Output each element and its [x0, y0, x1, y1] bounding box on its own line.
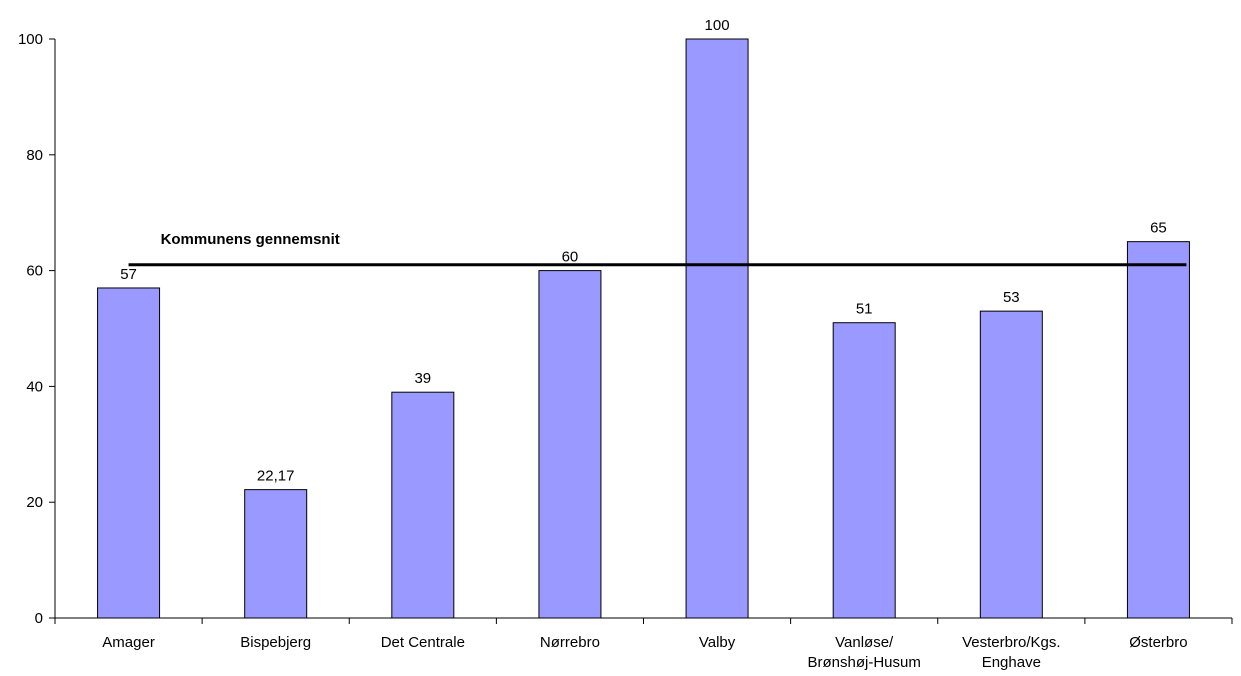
y-tick-label: 0: [35, 610, 43, 627]
y-tick-label: 60: [26, 263, 43, 280]
bar: [391, 391, 455, 619]
category-label: Nørrebro: [540, 634, 600, 651]
data-label: 22,17: [257, 468, 295, 485]
data-label: 100: [705, 17, 730, 34]
y-tick-label: 20: [26, 494, 43, 511]
average-line-label: Kommunens gennemsnit: [161, 231, 340, 248]
category-label: Enghave: [982, 654, 1041, 671]
bars: [97, 38, 1190, 619]
data-labels: 57 22,17 39 60 100 51 53 65: [120, 17, 1167, 485]
category-label: Vanløse/: [835, 634, 894, 651]
category-label: Brønshøj-Husum: [808, 654, 921, 671]
bar: [97, 287, 161, 619]
data-label: 53: [1003, 289, 1020, 306]
bar: [979, 310, 1043, 619]
data-label: 65: [1150, 220, 1167, 237]
category-label: Bispebjerg: [240, 634, 311, 651]
bar: [685, 38, 749, 619]
average-reference: Kommunens gennemsnit: [128, 231, 1187, 267]
category-label: Amager: [102, 634, 155, 651]
data-label: 57: [120, 266, 137, 283]
category-label: Østerbro: [1129, 634, 1187, 651]
category-label: Det Centrale: [381, 634, 465, 651]
bar: [832, 322, 896, 619]
data-label: 51: [856, 301, 873, 318]
y-tick-label: 80: [26, 147, 43, 164]
y-tick-label: 40: [26, 378, 43, 395]
bar: [538, 270, 602, 619]
data-label: 39: [414, 370, 431, 387]
y-axis: 0 20 40 60 80 100: [18, 31, 56, 627]
category-label: Vesterbro/Kgs.: [962, 634, 1060, 651]
data-label: 60: [562, 249, 579, 266]
category-label: Valby: [699, 634, 736, 651]
category-labels: Amager Bispebjerg Det Centrale Nørrebro Valb…: [102, 634, 1187, 671]
bar: [1126, 241, 1190, 619]
bar: [244, 489, 308, 619]
x-axis: [54, 617, 1233, 624]
y-tick-label: 100: [18, 31, 43, 48]
